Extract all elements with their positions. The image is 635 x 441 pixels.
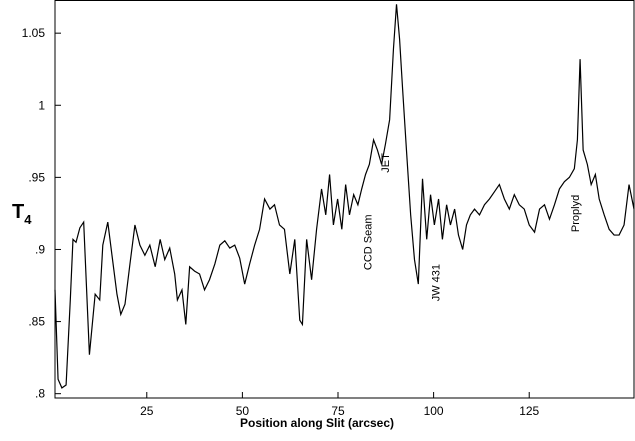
x-tick-label: 100	[424, 404, 444, 418]
plot-frame	[54, 0, 635, 399]
x-tick-label: 75	[331, 404, 345, 418]
annotation: Proplyd	[570, 195, 582, 232]
y-axis-label: T4	[12, 201, 32, 227]
y-tick-label: .85	[28, 315, 45, 329]
x-tick-label: 25	[140, 404, 154, 418]
y-tick-label: .8	[35, 387, 45, 401]
x-axis-label: Position along Slit (arcsec)	[240, 416, 394, 430]
y-tick-label: .95	[28, 170, 45, 184]
y-tick-label: .9	[35, 242, 45, 256]
annotation: JET	[380, 153, 392, 173]
y-axis-label-sub: 4	[24, 212, 32, 227]
data-line	[54, 4, 635, 389]
y-tick-label: 1.05	[22, 26, 46, 40]
x-tick-label: 125	[519, 404, 539, 418]
y-axis-label-main: T	[12, 201, 24, 223]
y-tick-label: 1	[38, 98, 45, 112]
annotation: JW 431	[430, 264, 442, 301]
x-tick-label: 50	[236, 404, 250, 418]
annotation: CCD Seam	[363, 214, 375, 270]
